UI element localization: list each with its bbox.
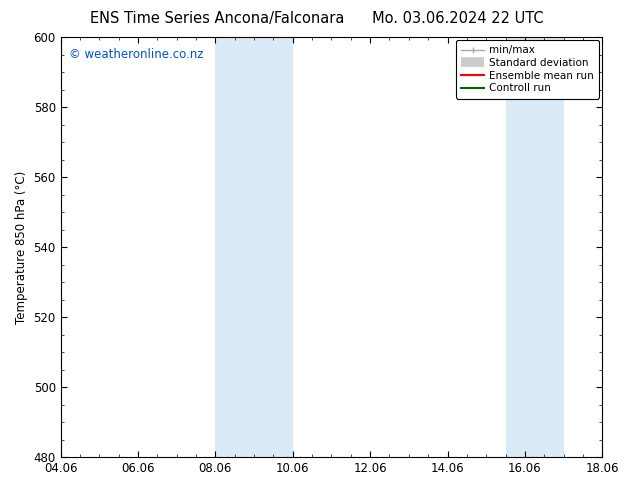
Bar <box>216 37 293 457</box>
Y-axis label: Temperature 850 hPa (°C): Temperature 850 hPa (°C) <box>15 171 28 324</box>
Text: © weatheronline.co.nz: © weatheronline.co.nz <box>69 48 204 61</box>
Bar <box>505 37 564 457</box>
Legend: min/max, Standard deviation, Ensemble mean run, Controll run: min/max, Standard deviation, Ensemble me… <box>456 40 599 98</box>
Text: ENS Time Series Ancona/Falconara      Mo. 03.06.2024 22 UTC: ENS Time Series Ancona/Falconara Mo. 03.… <box>90 11 544 26</box>
